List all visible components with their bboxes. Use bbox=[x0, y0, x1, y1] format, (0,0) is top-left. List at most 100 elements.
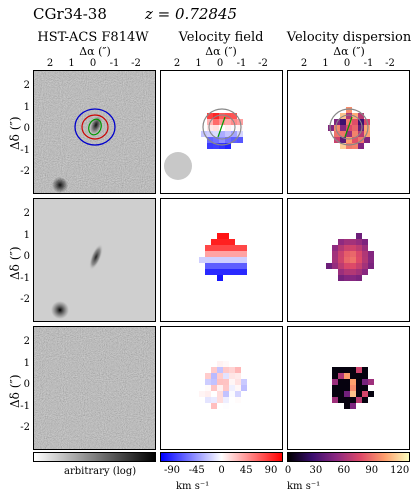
xlabel-dispersion: Δα (″) bbox=[333, 45, 365, 58]
contour-line bbox=[208, 114, 236, 140]
map-pixel bbox=[217, 257, 223, 263]
map-pixel bbox=[344, 263, 350, 269]
map-pixel bbox=[235, 397, 241, 403]
map-pixel bbox=[223, 403, 229, 409]
velocity-colorbar-unit: km s⁻¹ bbox=[176, 481, 210, 492]
map-pixel bbox=[350, 367, 356, 373]
map-pixel bbox=[356, 379, 362, 385]
map-pixel bbox=[229, 373, 235, 379]
map-pixel bbox=[368, 391, 374, 397]
map-pixel bbox=[205, 373, 211, 379]
map-pixel bbox=[334, 125, 340, 131]
map-pixel bbox=[346, 125, 352, 131]
map-pixel bbox=[207, 143, 213, 149]
y-tick-label: 0 bbox=[23, 123, 30, 134]
map-pixel bbox=[207, 131, 213, 137]
hst-residual-row3 bbox=[33, 326, 156, 450]
y-tick-label: 0 bbox=[23, 379, 30, 390]
map-pixel bbox=[368, 257, 374, 263]
velocity-residual-row3 bbox=[160, 326, 283, 450]
map-pixel bbox=[213, 131, 219, 137]
map-pixel bbox=[356, 397, 362, 403]
map-pixel bbox=[332, 379, 338, 385]
map-pixel bbox=[229, 245, 235, 251]
map-pixel bbox=[205, 263, 211, 269]
map-pixel bbox=[326, 263, 332, 269]
map-pixel bbox=[344, 373, 350, 379]
col-title-velocity: Velocity field bbox=[178, 30, 264, 45]
map-pixel bbox=[205, 269, 211, 275]
map-pixel bbox=[358, 143, 364, 149]
map-pixel bbox=[205, 397, 211, 403]
map-pixel bbox=[217, 385, 223, 391]
map-pixel bbox=[338, 263, 344, 269]
map-pixel bbox=[217, 233, 223, 239]
map-pixel bbox=[223, 379, 229, 385]
map-pixel bbox=[213, 143, 219, 149]
map-pixel bbox=[338, 239, 344, 245]
map-pixel bbox=[350, 275, 356, 281]
map-pixel bbox=[237, 125, 243, 131]
y-tick-label: -2 bbox=[20, 422, 30, 433]
map-pixel bbox=[229, 367, 235, 373]
map-pixel bbox=[217, 251, 223, 257]
map-pixel bbox=[235, 251, 241, 257]
map-pixel bbox=[356, 263, 362, 269]
map-pixel bbox=[223, 257, 229, 263]
map-pixel bbox=[235, 269, 241, 275]
x-tick-label: 0 bbox=[89, 58, 97, 69]
map-pixel bbox=[358, 125, 364, 131]
dispersion-model-row2-svg bbox=[326, 233, 374, 281]
contour-mid bbox=[81, 114, 109, 140]
map-pixel bbox=[225, 125, 231, 131]
map-pixel bbox=[219, 113, 225, 119]
map-pixel bbox=[231, 125, 237, 131]
map-pixel bbox=[219, 119, 225, 125]
x-tick-label: -1 bbox=[109, 58, 120, 69]
contour-outer bbox=[74, 108, 116, 146]
hst-image-row1-svg bbox=[34, 71, 155, 193]
x-tick-label: 1 bbox=[68, 58, 75, 69]
hst-model-row2 bbox=[33, 198, 156, 322]
colorbar-tick-label: 0 bbox=[218, 465, 225, 476]
map-pixel bbox=[350, 373, 356, 379]
contour-line bbox=[335, 114, 363, 140]
map-pixel bbox=[211, 257, 217, 263]
map-pixel bbox=[223, 361, 229, 367]
map-pixel bbox=[199, 391, 205, 397]
map-pixel bbox=[344, 385, 350, 391]
colorbar-tick-label: 90 bbox=[365, 465, 379, 476]
y-tick-label: 0 bbox=[23, 251, 30, 262]
map-pixel bbox=[217, 239, 223, 245]
velocity-model-row2-svg bbox=[199, 233, 247, 281]
y-tick-label: -1 bbox=[20, 144, 30, 156]
model-companion bbox=[51, 301, 69, 319]
map-pixel bbox=[350, 245, 356, 251]
map-pixel bbox=[346, 143, 352, 149]
y-tick-label: 1 bbox=[23, 101, 30, 113]
map-pixel bbox=[364, 137, 370, 143]
map-pixel bbox=[241, 263, 247, 269]
map-pixel bbox=[223, 263, 229, 269]
map-pixel bbox=[338, 373, 344, 379]
map-pixel bbox=[350, 239, 356, 245]
map-pixel bbox=[241, 257, 247, 263]
map-pixel bbox=[235, 385, 241, 391]
map-pixel bbox=[235, 257, 241, 263]
map-pixel bbox=[344, 397, 350, 403]
y-tick-label: 2 bbox=[23, 208, 30, 219]
major-axis-line bbox=[344, 116, 353, 138]
map-pixel bbox=[231, 131, 237, 137]
map-pixel bbox=[219, 137, 225, 143]
map-pixel bbox=[350, 403, 356, 409]
map-pixel bbox=[344, 275, 350, 281]
map-pixel bbox=[362, 379, 368, 385]
hst-residual-row3-svg bbox=[34, 327, 155, 449]
map-pixel bbox=[241, 269, 247, 275]
map-pixel bbox=[229, 251, 235, 257]
x-tick-label: 0 bbox=[216, 58, 224, 69]
map-pixel bbox=[344, 251, 350, 257]
map-pixel bbox=[332, 257, 338, 263]
map-pixel bbox=[217, 361, 223, 367]
map-pixel bbox=[338, 367, 344, 373]
